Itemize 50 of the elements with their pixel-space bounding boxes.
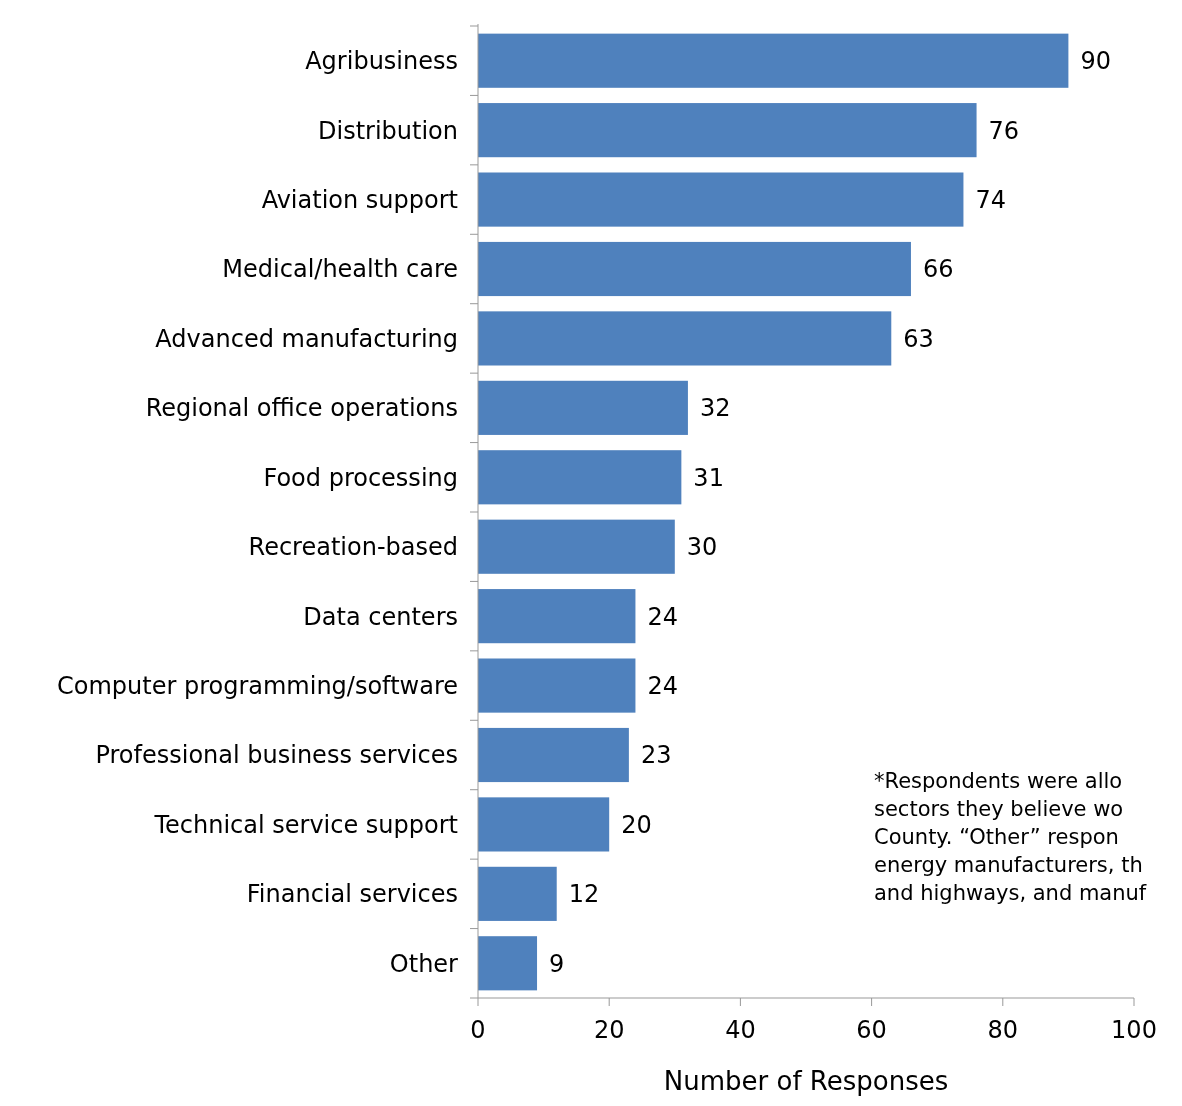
y-tick-label: Aviation support (261, 185, 458, 214)
data-label: 30 (686, 533, 718, 562)
bar (478, 103, 977, 158)
x-tick-label: 80 (987, 1016, 1019, 1044)
y-tick-label: Other (389, 949, 459, 978)
bar (478, 589, 636, 644)
data-label: 12 (568, 880, 600, 909)
x-tick-label: 20 (593, 1016, 625, 1044)
data-label: 23 (640, 741, 672, 770)
bar (478, 172, 964, 227)
y-tick-label: Financial services (246, 880, 458, 909)
data-label: 63 (903, 324, 934, 353)
data-label: 74 (975, 185, 1006, 214)
bar (478, 450, 682, 505)
bar (478, 658, 636, 713)
bar (478, 311, 892, 366)
x-tick-label: 100 (1111, 1016, 1157, 1044)
data-label: 31 (693, 463, 724, 492)
y-tick-label: Technical service support (153, 810, 458, 839)
y-tick-label: Distribution (317, 116, 458, 145)
bar (478, 727, 629, 783)
data-label: 32 (699, 394, 731, 423)
y-tick-label: Recreation-based (248, 533, 458, 562)
data-label: 76 (988, 116, 1020, 145)
y-tick-label: Computer programming/software (56, 671, 458, 700)
bar (478, 33, 1069, 88)
annotation: *Respondents were allo sectors they believe wo County. “Other” respon energy manufacturers, th and highways, and manuf (874, 769, 1147, 905)
x-tick-label: 60 (856, 1016, 887, 1044)
y-tick-label: Advanced manufacturing (155, 324, 458, 353)
x-tick-label: 0 (470, 1016, 486, 1044)
y-tick-label: Food processing (263, 463, 458, 492)
data-label: 9 (549, 949, 565, 978)
data-label: 20 (621, 810, 652, 839)
bar (478, 241, 911, 297)
y-tick-label: Regional office operations (145, 394, 458, 423)
x-axis-title: Number of Responses (663, 1066, 949, 1096)
y-tick-label: Professional business services (95, 741, 458, 770)
bar (478, 380, 688, 435)
y-tick-label: Data centers (303, 602, 458, 631)
data-label: 24 (647, 602, 678, 631)
bar (478, 936, 538, 991)
x-tick-label: 40 (725, 1016, 756, 1044)
data-label: 66 (922, 255, 954, 284)
y-tick-label: Medical/health care (222, 255, 458, 284)
bar (478, 866, 557, 921)
bar (478, 519, 675, 574)
data-label: 90 (1080, 47, 1111, 76)
data-label: 24 (647, 671, 678, 700)
y-tick-label: Agribusiness (305, 47, 458, 76)
bar (478, 797, 610, 852)
